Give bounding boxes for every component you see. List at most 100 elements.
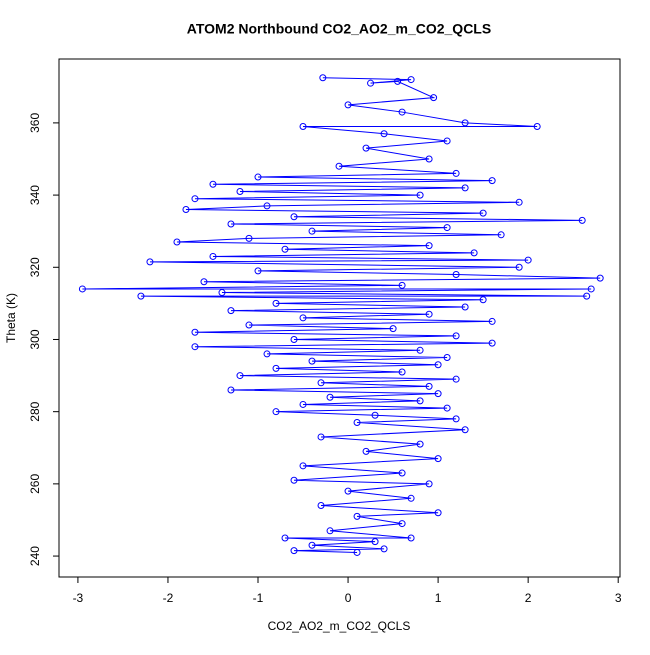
point (146, 258, 154, 266)
point (245, 321, 253, 329)
point (326, 393, 334, 401)
point (227, 307, 235, 315)
point (515, 263, 523, 271)
point (227, 220, 235, 228)
point (398, 520, 406, 528)
chart-title: ATOM2 Northbound CO2_AO2_m_CO2_QCLS (187, 21, 491, 37)
x-tick-label: 2 (525, 591, 532, 605)
y-tick-label: 300 (28, 329, 42, 349)
point (443, 137, 451, 145)
point (78, 285, 86, 293)
point (479, 296, 487, 304)
point (317, 502, 325, 510)
x-tick-label: -1 (253, 591, 264, 605)
point (290, 476, 298, 484)
point (218, 289, 226, 297)
point (272, 364, 280, 372)
point (452, 271, 460, 279)
x-tick-label: -3 (73, 591, 84, 605)
point (488, 317, 496, 325)
point (371, 538, 379, 546)
point (578, 216, 586, 224)
point (583, 292, 591, 300)
y-tick-label: 320 (28, 257, 42, 277)
point (461, 426, 469, 434)
y-tick-label: 260 (28, 474, 42, 494)
point (461, 303, 469, 311)
point (380, 130, 388, 138)
point (191, 328, 199, 336)
y-tick-label: 280 (28, 401, 42, 421)
point (362, 447, 370, 455)
y-tick-label: 340 (28, 185, 42, 205)
point (416, 346, 424, 354)
point (398, 469, 406, 477)
plot-frame (58, 58, 621, 578)
point (263, 202, 271, 210)
point (398, 281, 406, 289)
point (434, 509, 442, 517)
point (344, 101, 352, 109)
point (236, 372, 244, 380)
point (394, 77, 402, 85)
point (425, 310, 433, 318)
point (319, 74, 327, 82)
point (470, 249, 478, 257)
x-tick-label: 0 (345, 591, 352, 605)
point (344, 487, 352, 495)
point (290, 213, 298, 221)
point (461, 184, 469, 192)
point (452, 415, 460, 423)
point (209, 252, 217, 260)
point (380, 545, 388, 553)
x-axis-label: CO2_AO2_m_CO2_QCLS (268, 619, 411, 633)
point (443, 404, 451, 412)
point (524, 256, 532, 264)
point (434, 361, 442, 369)
point (182, 206, 190, 214)
y-tick-label: 360 (28, 113, 42, 133)
point (587, 285, 595, 293)
point (245, 234, 253, 242)
point (335, 162, 343, 170)
point (308, 541, 316, 549)
point (173, 238, 181, 246)
y-axis-label: Theta (K) (4, 293, 18, 343)
point (263, 350, 271, 358)
point (317, 433, 325, 441)
point (367, 79, 375, 87)
point (398, 108, 406, 116)
point (452, 332, 460, 340)
point (434, 455, 442, 463)
point (236, 187, 244, 195)
point (443, 224, 451, 232)
point (227, 386, 235, 394)
point (308, 227, 316, 235)
point (416, 397, 424, 405)
point (452, 375, 460, 383)
point (299, 462, 307, 470)
point (479, 209, 487, 217)
point (326, 527, 334, 535)
point (371, 411, 379, 419)
point (362, 144, 370, 152)
point (497, 231, 505, 239)
point (353, 512, 361, 520)
point (488, 339, 496, 347)
point (407, 76, 415, 84)
point (254, 267, 262, 275)
x-tick-label: -2 (163, 591, 174, 605)
point (425, 480, 433, 488)
point (299, 400, 307, 408)
y-tick-label: 240 (28, 546, 42, 566)
point (416, 191, 424, 199)
point (398, 368, 406, 376)
point (353, 548, 361, 556)
point (137, 292, 145, 300)
point (281, 245, 289, 253)
point (596, 274, 604, 282)
point (452, 169, 460, 177)
point (407, 534, 415, 542)
point (515, 198, 523, 206)
